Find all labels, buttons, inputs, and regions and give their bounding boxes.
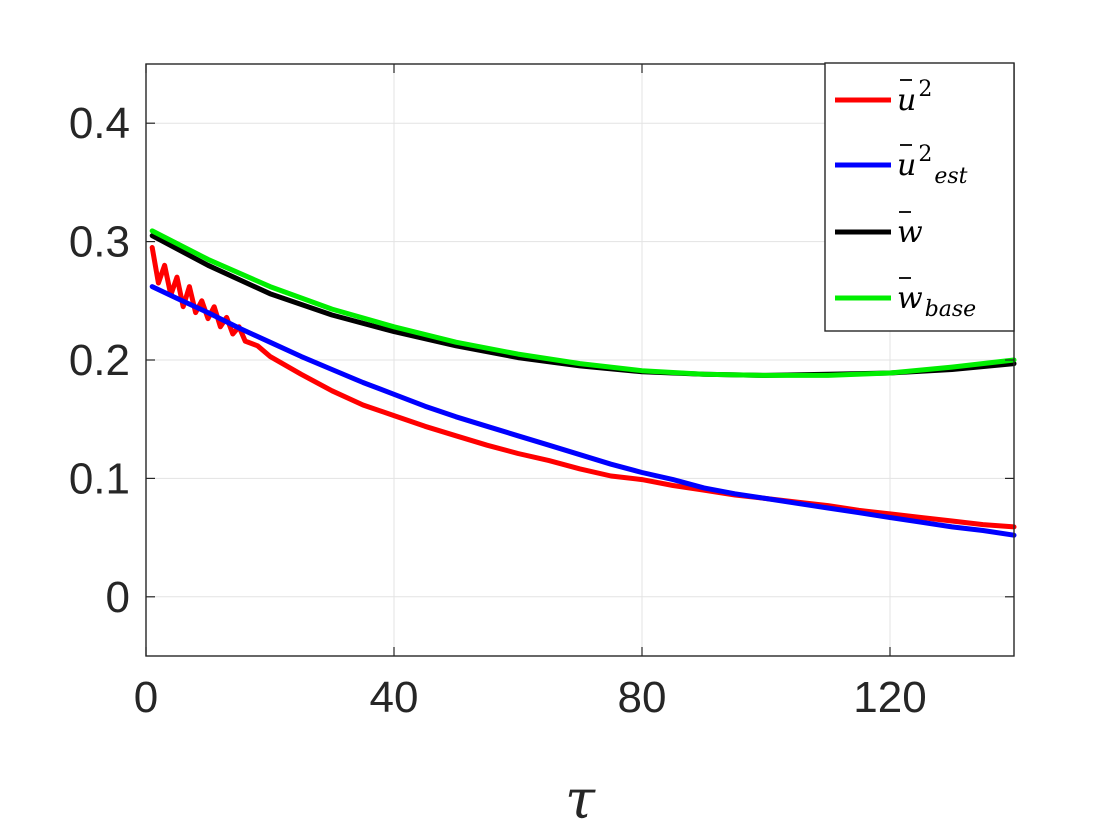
x-axis-label: τ	[565, 768, 596, 831]
x-tick-label-2: 80	[618, 673, 667, 722]
ticks: 0 40 80 120 0 0.1 0.2 0.3 0.4	[69, 64, 1014, 722]
series-layer	[149, 228, 1017, 538]
legend-label-main-2: w	[897, 215, 923, 250]
y-tick-label-4: 0.4	[69, 99, 130, 148]
legend-label-main-1: u	[897, 148, 916, 183]
legend-label-main-0: u	[897, 83, 916, 118]
legend-box	[824, 62, 1015, 332]
legend-label-1: u2est	[897, 142, 968, 189]
series-line-1	[149, 284, 1017, 538]
legend-label-sup-0: 2	[918, 77, 932, 102]
x-tick-label-0: 0	[134, 673, 158, 722]
legend-label-2: w	[897, 215, 923, 250]
legend-label-3: wbase	[897, 281, 976, 322]
y-tick-label-1: 0.1	[69, 454, 130, 503]
series-line-3	[149, 228, 1017, 378]
x-tick-label-3: 120	[853, 673, 926, 722]
legend-label-main-3: w	[897, 281, 923, 316]
y-tick-label-0: 0	[106, 573, 130, 622]
legend-label-sup-1: 2	[918, 142, 932, 167]
legend-label-sub-1: est	[934, 164, 967, 189]
y-tick-label-2: 0.2	[69, 336, 130, 385]
legend-label-0: u2	[897, 77, 932, 118]
legend-label-sub-3: base	[925, 297, 977, 322]
y-tick-label-3: 0.3	[69, 218, 130, 267]
x-tick-label-1: 40	[370, 673, 419, 722]
